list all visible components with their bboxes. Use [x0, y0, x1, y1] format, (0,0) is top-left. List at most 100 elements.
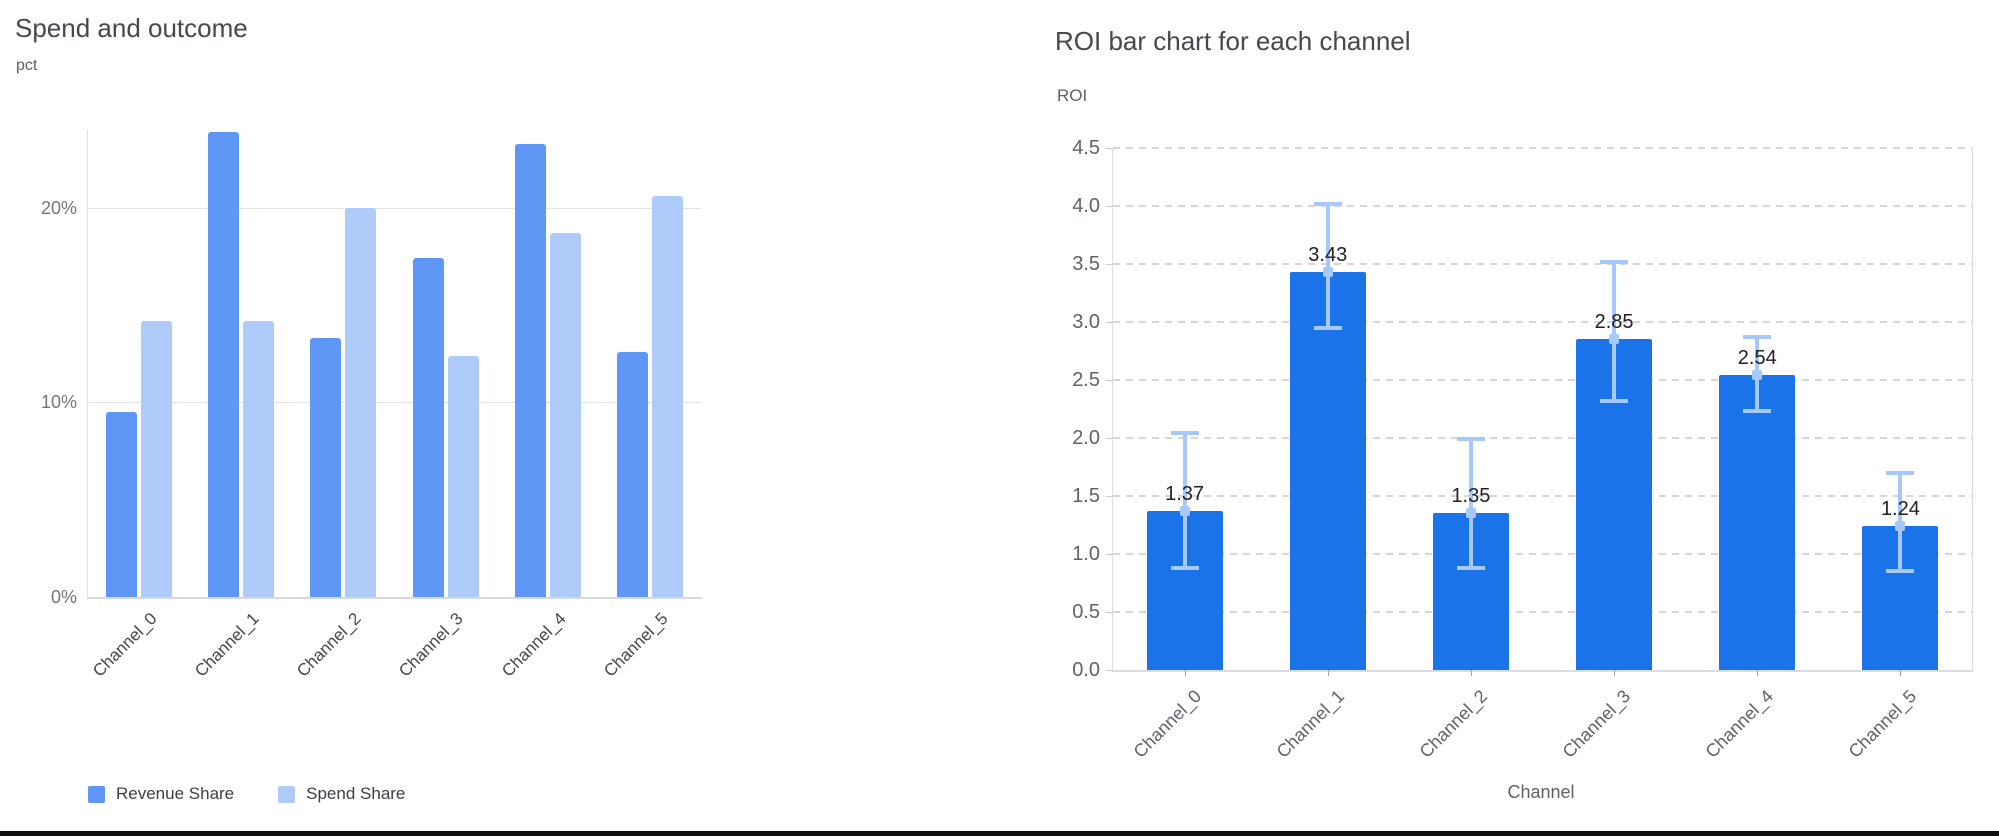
roi-plot-area: 1.37 Channel_0 3.43 Channel_1 1.35 Channel_2 2…: [1106, 147, 1973, 762]
right-xtick-channel-2: Channel_2: [1415, 686, 1492, 762]
right-ytick-1.0: 1.0: [1072, 543, 1100, 565]
left-xtick-channel-2: Channel_2: [293, 609, 365, 681]
right-ytickmark-3.5: [1106, 264, 1112, 265]
right-ytick-0.0: 0.0: [1072, 659, 1100, 681]
left-ytick-0%: 0%: [50, 587, 77, 607]
left-y-axis-title: pct: [16, 57, 38, 74]
error-cap-bottom-channel-2: [1456, 565, 1485, 570]
legend-label-revenue-share: Revenue Share: [116, 784, 235, 803]
right-xtick-channel-4: Channel_4: [1701, 686, 1778, 762]
left-x-axis-line: [87, 597, 702, 599]
right-ytick-1.5: 1.5: [1072, 485, 1100, 507]
left-ytick-10%: 10%: [40, 392, 77, 413]
gridline-20%: [88, 207, 701, 209]
value-label-channel-1: 3.43: [1308, 244, 1348, 267]
gridline-0.5: [1113, 611, 1972, 613]
right-xtick-channel-3: Channel_3: [1558, 686, 1635, 762]
right-xtickmark-channel-3: [1614, 670, 1616, 676]
value-label-channel-2: 1.35: [1451, 485, 1491, 508]
spend-outcome-plot-area: Channel_0 Channel_1 Channel_2 Channel_3 Chan…: [87, 130, 702, 681]
right-ytick-2.0: 2.0: [1072, 427, 1100, 449]
right-ytick-4.5: 4.5: [1072, 137, 1100, 159]
left-xtick-channel-1: Channel_1: [191, 609, 263, 681]
error-cap-bottom-channel-0: [1170, 565, 1199, 570]
right-ytickmark-1.5: [1106, 496, 1112, 497]
error-marker-channel-0: [1179, 506, 1190, 517]
error-cap-top-channel-4: [1743, 335, 1772, 340]
bar-revenue-share-channel-3[interactable]: [412, 258, 444, 597]
legend-item-spend-share[interactable]: Spend Share: [278, 784, 405, 804]
spend-outcome-legend: Revenue Share Spend Share: [88, 784, 405, 804]
right-ytick-3.5: 3.5: [1072, 253, 1100, 275]
right-ytickmark-4.5: [1106, 148, 1112, 149]
right-xtickmark-channel-1: [1327, 670, 1329, 676]
right-xtickmark-channel-0: [1184, 670, 1186, 676]
roi-chart: ROI bar chart for each channel ROI 1.37 C…: [1055, 26, 1999, 838]
value-label-channel-4: 2.54: [1737, 347, 1777, 370]
right-ytickmark-3.0: [1106, 322, 1112, 323]
bar-roi-channel-1[interactable]: [1289, 272, 1366, 670]
error-line-channel-3: [1612, 261, 1617, 401]
gridline-4.0: [1113, 205, 1972, 207]
gridline-3.5: [1113, 263, 1972, 265]
right-x-axis-title: Channel: [1507, 782, 1575, 802]
bar-spend-share-channel-4[interactable]: [549, 233, 581, 597]
bar-revenue-share-channel-5[interactable]: [616, 351, 648, 597]
legend-label-spend-share: Spend Share: [306, 784, 406, 803]
bar-revenue-share-channel-2[interactable]: [310, 338, 342, 597]
spend-outcome-chart: Spend and outcome pct Channel_0 Channel_1…: [15, 13, 735, 831]
right-ytickmark-4.0: [1106, 206, 1112, 207]
right-ytickmark-0.5: [1106, 612, 1112, 613]
legend-item-revenue-share[interactable]: Revenue Share: [88, 784, 234, 804]
left-xtick-channel-0: Channel_0: [88, 609, 161, 681]
legend-swatch-revenue-share: [88, 785, 105, 803]
right-ytickmark-2.5: [1106, 380, 1112, 381]
right-ytickmark-0.0: [1106, 670, 1112, 671]
right-xtick-channel-1: Channel_1: [1272, 686, 1348, 762]
error-cap-top-channel-0: [1170, 431, 1199, 436]
right-ytick-0.5: 0.5: [1072, 601, 1100, 623]
error-line-channel-0: [1182, 433, 1187, 568]
right-ytickmark-1.0: [1106, 554, 1112, 555]
bar-spend-share-channel-5[interactable]: [651, 196, 683, 597]
spend-outcome-title: Spend and outcome: [15, 13, 248, 43]
error-cap-top-channel-2: [1456, 437, 1485, 442]
error-cap-bottom-channel-5: [1886, 569, 1915, 574]
error-marker-channel-1: [1322, 267, 1333, 278]
value-label-channel-3: 2.85: [1594, 311, 1634, 334]
bar-revenue-share-channel-0[interactable]: [106, 412, 138, 597]
right-xtick-channel-5: Channel_5: [1844, 686, 1921, 762]
error-marker-channel-5: [1895, 521, 1906, 532]
gridline-2.0: [1113, 437, 1972, 439]
bar-spend-share-channel-2[interactable]: [345, 207, 377, 597]
right-ytickmark-2.0: [1106, 438, 1112, 439]
error-marker-channel-2: [1465, 508, 1476, 519]
error-line-channel-2: [1468, 439, 1473, 568]
error-marker-channel-4: [1752, 370, 1763, 381]
bar-spend-share-channel-0[interactable]: [141, 320, 173, 597]
error-cap-bottom-channel-3: [1600, 398, 1629, 403]
window-bottom-border: [0, 831, 1999, 836]
right-ytick-3.0: 3.0: [1072, 311, 1100, 333]
error-cap-top-channel-5: [1886, 470, 1915, 475]
error-cap-bottom-channel-1: [1313, 325, 1342, 330]
left-xtick-channel-4: Channel_4: [497, 609, 570, 681]
bar-revenue-share-channel-4[interactable]: [514, 143, 546, 597]
bar-roi-channel-4[interactable]: [1719, 375, 1796, 670]
bar-spend-share-channel-3[interactable]: [447, 355, 479, 597]
error-line-channel-1: [1325, 203, 1330, 328]
left-ytick-20%: 20%: [40, 197, 77, 218]
right-x-axis-line: [1112, 670, 1973, 672]
error-cap-bottom-channel-4: [1743, 409, 1772, 414]
right-xtickmark-channel-5: [1900, 670, 1902, 676]
error-cap-top-channel-3: [1600, 259, 1629, 264]
gridline-3.0: [1113, 321, 1972, 323]
gridline-1.0: [1113, 553, 1972, 555]
value-label-channel-5: 1.24: [1880, 498, 1920, 521]
left-xtick-channel-3: Channel_3: [395, 609, 468, 681]
value-label-channel-0: 1.37: [1165, 483, 1205, 506]
gridline-1.5: [1113, 495, 1972, 497]
gridline-4.5: [1113, 147, 1972, 149]
bar-spend-share-channel-1[interactable]: [243, 320, 275, 597]
bar-revenue-share-channel-1[interactable]: [208, 131, 240, 597]
